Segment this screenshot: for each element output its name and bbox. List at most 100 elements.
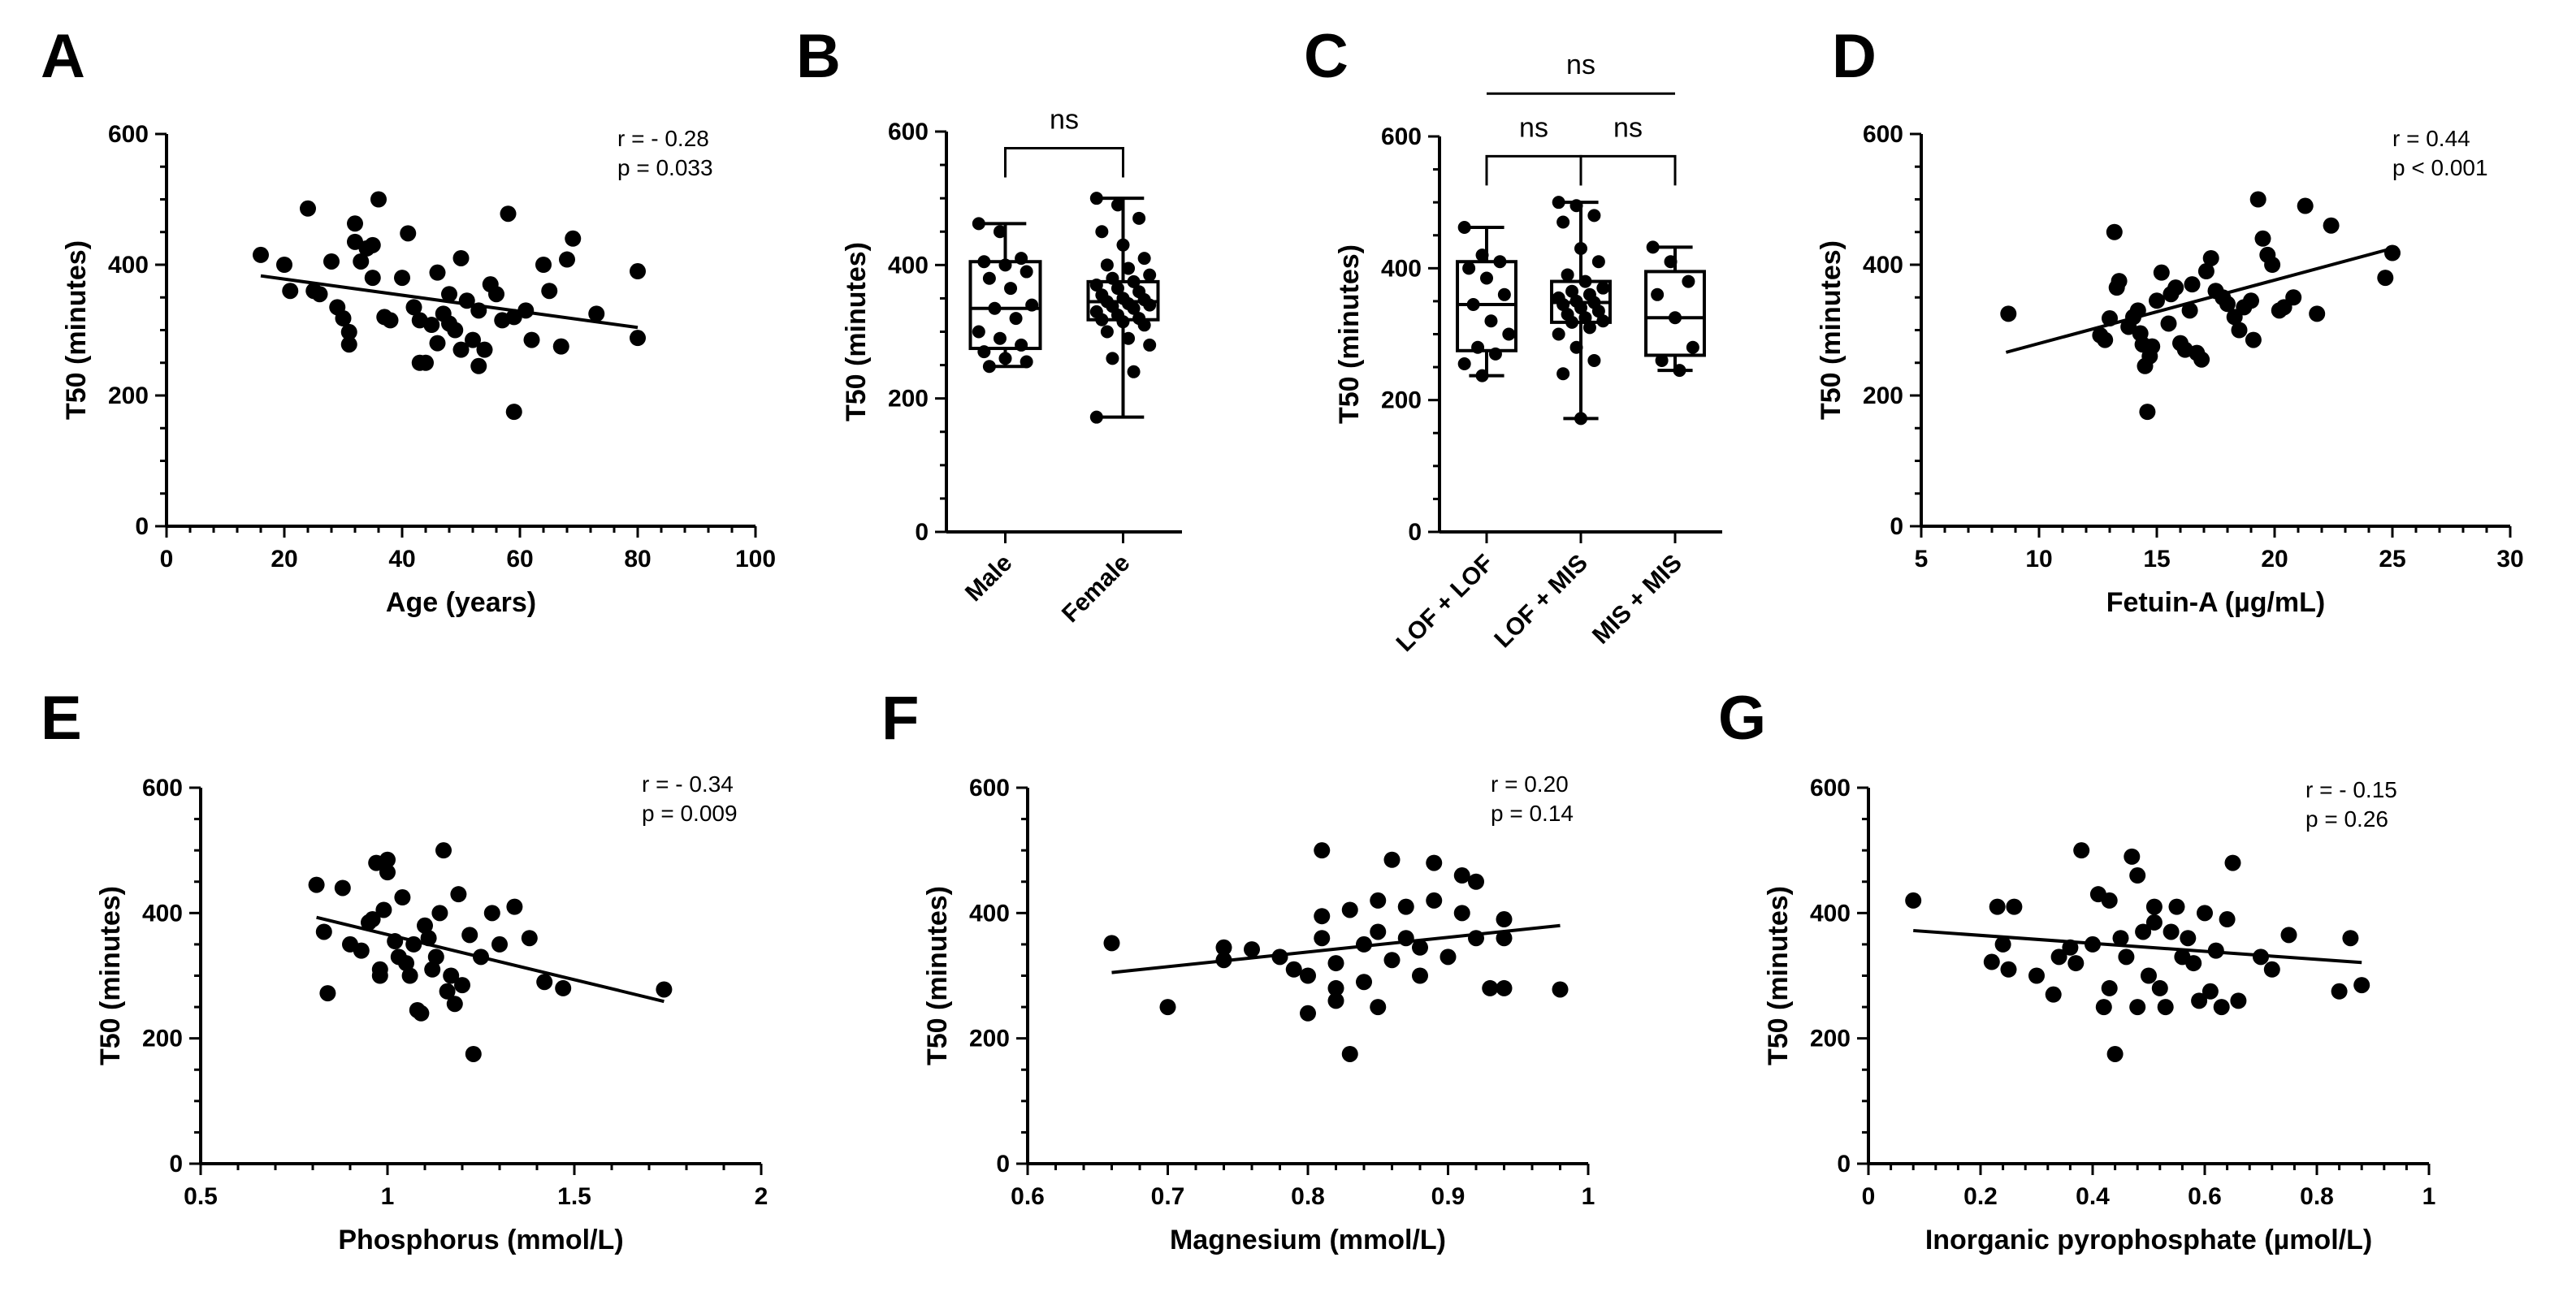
data-point (394, 889, 411, 906)
significance-label: ns (1519, 112, 1548, 143)
box-data-point (982, 360, 996, 374)
box-data-point (1132, 211, 1146, 225)
data-point (276, 257, 292, 273)
y-tick-label: 400 (1381, 255, 1422, 282)
panel-a: A 0 200 400 600 T50 (minutes) 0 20 40 60 80 100 Age … (41, 22, 776, 618)
data-point (311, 286, 328, 303)
x-category-label: Female (1057, 550, 1135, 628)
data-point (517, 302, 535, 319)
data-point (1983, 953, 2000, 970)
data-point (431, 905, 448, 922)
box-data-point (1587, 353, 1601, 367)
box-data-point (1475, 248, 1489, 262)
data-point (413, 1005, 430, 1022)
data-point (2230, 992, 2247, 1009)
data-point (1327, 992, 1344, 1009)
box-data-point (1497, 287, 1511, 301)
panel-d: D 0 200 400 600 T50 (minutes) 5 10 15 20 25 30 Fetui… (1816, 22, 2524, 618)
box-data-point (1015, 338, 1028, 352)
box-data-point (1556, 215, 1570, 229)
data-point (2297, 197, 2314, 214)
x-tick-label: 30 (2496, 546, 2523, 573)
correlation-r-label: r = 0.20 (1491, 771, 1569, 797)
panel-b: B 0 200 400 600 T50 (minutes) Male Female ns (796, 22, 1182, 628)
box-data-point (1095, 225, 1109, 239)
data-point (2144, 338, 2161, 355)
data-point (630, 263, 646, 280)
data-point (2264, 257, 2281, 273)
data-point (536, 974, 553, 991)
box-data-point (1466, 297, 1480, 311)
box-data-point (988, 301, 1002, 315)
panel-g: G 0 200 400 600 T50 (minutes) 0 0.2 0.4 0.6 0.8 1 In… (1718, 684, 2435, 1255)
box-data-point (1137, 252, 1151, 266)
box-data-point (1591, 255, 1605, 269)
data-point (400, 225, 417, 242)
data-point (2231, 322, 2248, 339)
panel-b-letter: B (796, 22, 841, 91)
data-point (429, 335, 446, 352)
box-data-point (1116, 238, 1130, 252)
data-point (447, 322, 464, 339)
data-point (2050, 948, 2067, 966)
data-point (506, 898, 523, 915)
data-point (379, 851, 396, 868)
box-data-point (1457, 357, 1471, 371)
significance-bracket (1485, 154, 1582, 186)
data-point (1496, 930, 1513, 947)
data-point (552, 338, 569, 355)
data-point (364, 270, 381, 287)
p-value-label: p = 0.033 (617, 155, 713, 180)
data-point (454, 977, 470, 994)
box-data-point (1020, 265, 1033, 279)
regression-line (260, 274, 639, 330)
data-point (2202, 983, 2219, 1000)
box-data-point (1569, 199, 1583, 213)
data-point (1397, 898, 1414, 915)
y-tick-label: 200 (969, 1026, 1010, 1052)
data-point (423, 317, 440, 334)
data-point (1440, 948, 1457, 966)
y-tick-label: 600 (969, 775, 1010, 802)
box-data-point (1686, 340, 1699, 354)
data-point (253, 246, 269, 263)
data-point (2263, 961, 2280, 978)
data-point (1370, 923, 1387, 940)
data-point (1412, 967, 1428, 984)
x-tick-label: 0.5 (184, 1183, 218, 1210)
correlation-r-label: r = - 0.34 (642, 771, 734, 797)
box-data-point (1574, 241, 1587, 255)
box-data-point (998, 258, 1012, 272)
data-point (1426, 854, 1443, 871)
x-tick-label: 1 (381, 1183, 395, 1210)
box-data-point (1673, 364, 1686, 378)
box-data-point (1127, 301, 1141, 315)
data-point (335, 310, 352, 327)
box-data-point (1143, 268, 1157, 282)
y-tick-label: 600 (1810, 775, 1851, 802)
data-point (2157, 999, 2174, 1016)
x-tick-label: 0.8 (1291, 1183, 1325, 1210)
significance-label: ns (1050, 105, 1079, 136)
panel-g-letter: G (1718, 684, 1766, 753)
box-data-point (1651, 287, 1665, 301)
data-point (2224, 854, 2241, 871)
significance-label: ns (1566, 50, 1595, 80)
correlation-r-label: r = 0.44 (2392, 126, 2470, 151)
data-point (505, 404, 522, 421)
data-point (417, 917, 433, 934)
x-tick-label: 0.9 (1431, 1183, 1466, 1210)
x-axis-title: Phosphorus (mmol/L) (338, 1225, 623, 1255)
box-iqr (1644, 270, 1706, 357)
data-point (488, 286, 504, 303)
y-tick-label: 0 (1837, 1151, 1851, 1177)
y-tick-label: 600 (1863, 121, 1903, 148)
box-data-point (1009, 312, 1023, 326)
data-point (470, 357, 487, 374)
data-point (1496, 979, 1513, 996)
panel-f-letter: F (881, 684, 919, 753)
y-tick-label: 600 (142, 775, 183, 802)
data-point (2106, 223, 2123, 240)
data-point (353, 253, 370, 270)
